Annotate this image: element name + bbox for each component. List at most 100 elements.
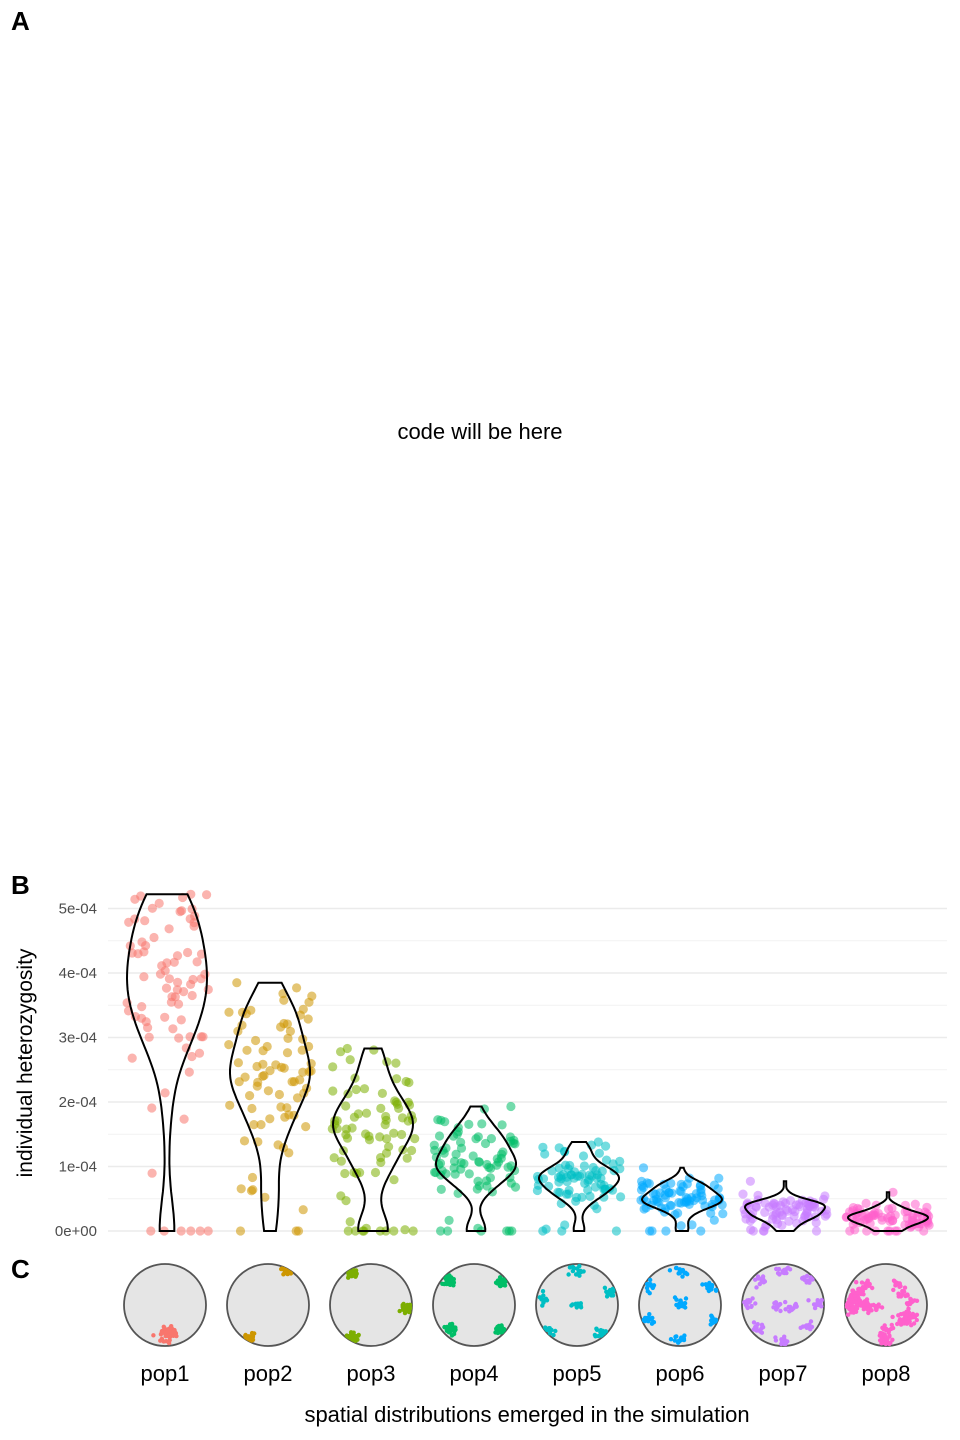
individual-dot bbox=[891, 1287, 896, 1293]
data-point bbox=[195, 1226, 205, 1236]
data-point bbox=[687, 1220, 697, 1230]
individual-dot bbox=[778, 1308, 783, 1314]
data-point bbox=[259, 1070, 269, 1081]
individual-dot bbox=[352, 1335, 357, 1341]
individual-dot bbox=[644, 1285, 650, 1291]
pop-label: pop6 bbox=[656, 1361, 705, 1386]
data-point bbox=[187, 990, 197, 1001]
arena-circle bbox=[226, 1263, 310, 1347]
data-point bbox=[245, 1091, 255, 1101]
spatial-map-pop7: pop7 bbox=[741, 1263, 825, 1386]
individual-dot bbox=[160, 1330, 165, 1336]
data-point bbox=[444, 1215, 454, 1225]
data-point bbox=[696, 1226, 706, 1236]
individual-dot bbox=[759, 1326, 764, 1331]
data-point bbox=[203, 1226, 213, 1236]
individual-dot bbox=[759, 1330, 765, 1335]
individual-dot bbox=[800, 1275, 805, 1281]
data-point bbox=[616, 1192, 626, 1202]
data-point bbox=[292, 983, 302, 993]
data-point bbox=[377, 1088, 387, 1098]
data-point bbox=[375, 1132, 385, 1142]
individual-dot bbox=[672, 1338, 678, 1343]
individual-dot bbox=[902, 1285, 908, 1290]
data-point bbox=[599, 1192, 609, 1202]
data-point bbox=[225, 1100, 235, 1110]
individual-dot bbox=[809, 1324, 815, 1330]
data-point bbox=[157, 961, 167, 971]
individual-dot bbox=[844, 1304, 850, 1310]
data-point bbox=[285, 1026, 295, 1036]
data-point bbox=[361, 1129, 371, 1139]
individual-dot bbox=[906, 1306, 911, 1311]
individual-dot bbox=[397, 1308, 402, 1314]
data-point bbox=[176, 1226, 186, 1236]
individual-dot bbox=[775, 1271, 781, 1276]
individual-dot bbox=[578, 1305, 584, 1310]
individual-dot bbox=[776, 1266, 782, 1272]
spatial-map-layer: pop1 pop2 pop3 pop4 pop5 pop6 pop7 pop8 bbox=[123, 1263, 928, 1386]
data-point bbox=[284, 1110, 294, 1120]
individual-dot bbox=[709, 1287, 714, 1292]
data-point bbox=[140, 916, 150, 926]
individual-dot bbox=[867, 1281, 872, 1287]
data-point bbox=[685, 1196, 695, 1206]
data-point bbox=[599, 1180, 609, 1191]
individual-dot bbox=[755, 1276, 761, 1281]
data-point bbox=[410, 1134, 420, 1144]
spatial-map-pop1: pop1 bbox=[123, 1263, 207, 1386]
individual-dot bbox=[576, 1268, 581, 1274]
individual-dot bbox=[683, 1305, 688, 1310]
data-point bbox=[198, 1032, 208, 1042]
individual-dot bbox=[647, 1312, 652, 1317]
data-point bbox=[235, 1226, 246, 1236]
data-point bbox=[464, 1169, 474, 1179]
individual-dot bbox=[648, 1277, 653, 1283]
data-point bbox=[577, 1192, 587, 1202]
individual-dot bbox=[910, 1299, 915, 1304]
individual-dot bbox=[646, 1282, 651, 1287]
individual-dot bbox=[882, 1334, 888, 1339]
data-point bbox=[137, 1002, 147, 1012]
data-point bbox=[274, 1089, 284, 1100]
individual-dot bbox=[571, 1266, 577, 1271]
individual-dot bbox=[753, 1301, 758, 1306]
data-point bbox=[291, 1226, 301, 1236]
individual-dot bbox=[674, 1334, 679, 1339]
individual-dot bbox=[172, 1328, 177, 1334]
data-point bbox=[224, 1007, 234, 1017]
individual-dot bbox=[794, 1304, 799, 1309]
data-point bbox=[340, 1168, 350, 1179]
individual-dot bbox=[243, 1335, 249, 1340]
data-point bbox=[329, 1153, 339, 1163]
data-point bbox=[564, 1185, 574, 1195]
individual-dot bbox=[815, 1301, 820, 1306]
violin-pop3 bbox=[331, 1047, 415, 1232]
data-point bbox=[233, 1058, 243, 1068]
data-point bbox=[472, 1184, 482, 1194]
data-point bbox=[345, 1217, 355, 1227]
individual-dot bbox=[405, 1302, 410, 1308]
data-point bbox=[585, 1191, 595, 1201]
data-point bbox=[870, 1208, 880, 1218]
data-point bbox=[652, 1196, 663, 1206]
data-point bbox=[301, 1122, 311, 1132]
data-point bbox=[506, 1101, 516, 1112]
individual-dot bbox=[352, 1273, 357, 1279]
data-point bbox=[397, 1129, 407, 1140]
individual-dot bbox=[857, 1298, 863, 1303]
individual-dot bbox=[773, 1335, 778, 1340]
data-point bbox=[782, 1206, 793, 1216]
individual-dot bbox=[602, 1285, 608, 1291]
individual-dot bbox=[819, 1304, 824, 1309]
individual-dot bbox=[539, 1296, 544, 1302]
spatial-map-pop6: pop6 bbox=[638, 1263, 722, 1386]
data-point bbox=[922, 1202, 932, 1212]
data-point bbox=[136, 1013, 147, 1023]
individual-dot bbox=[350, 1331, 355, 1337]
individual-dot bbox=[865, 1307, 870, 1312]
individual-dot bbox=[678, 1303, 683, 1309]
individual-dot bbox=[573, 1301, 578, 1307]
individual-dot bbox=[674, 1297, 679, 1302]
